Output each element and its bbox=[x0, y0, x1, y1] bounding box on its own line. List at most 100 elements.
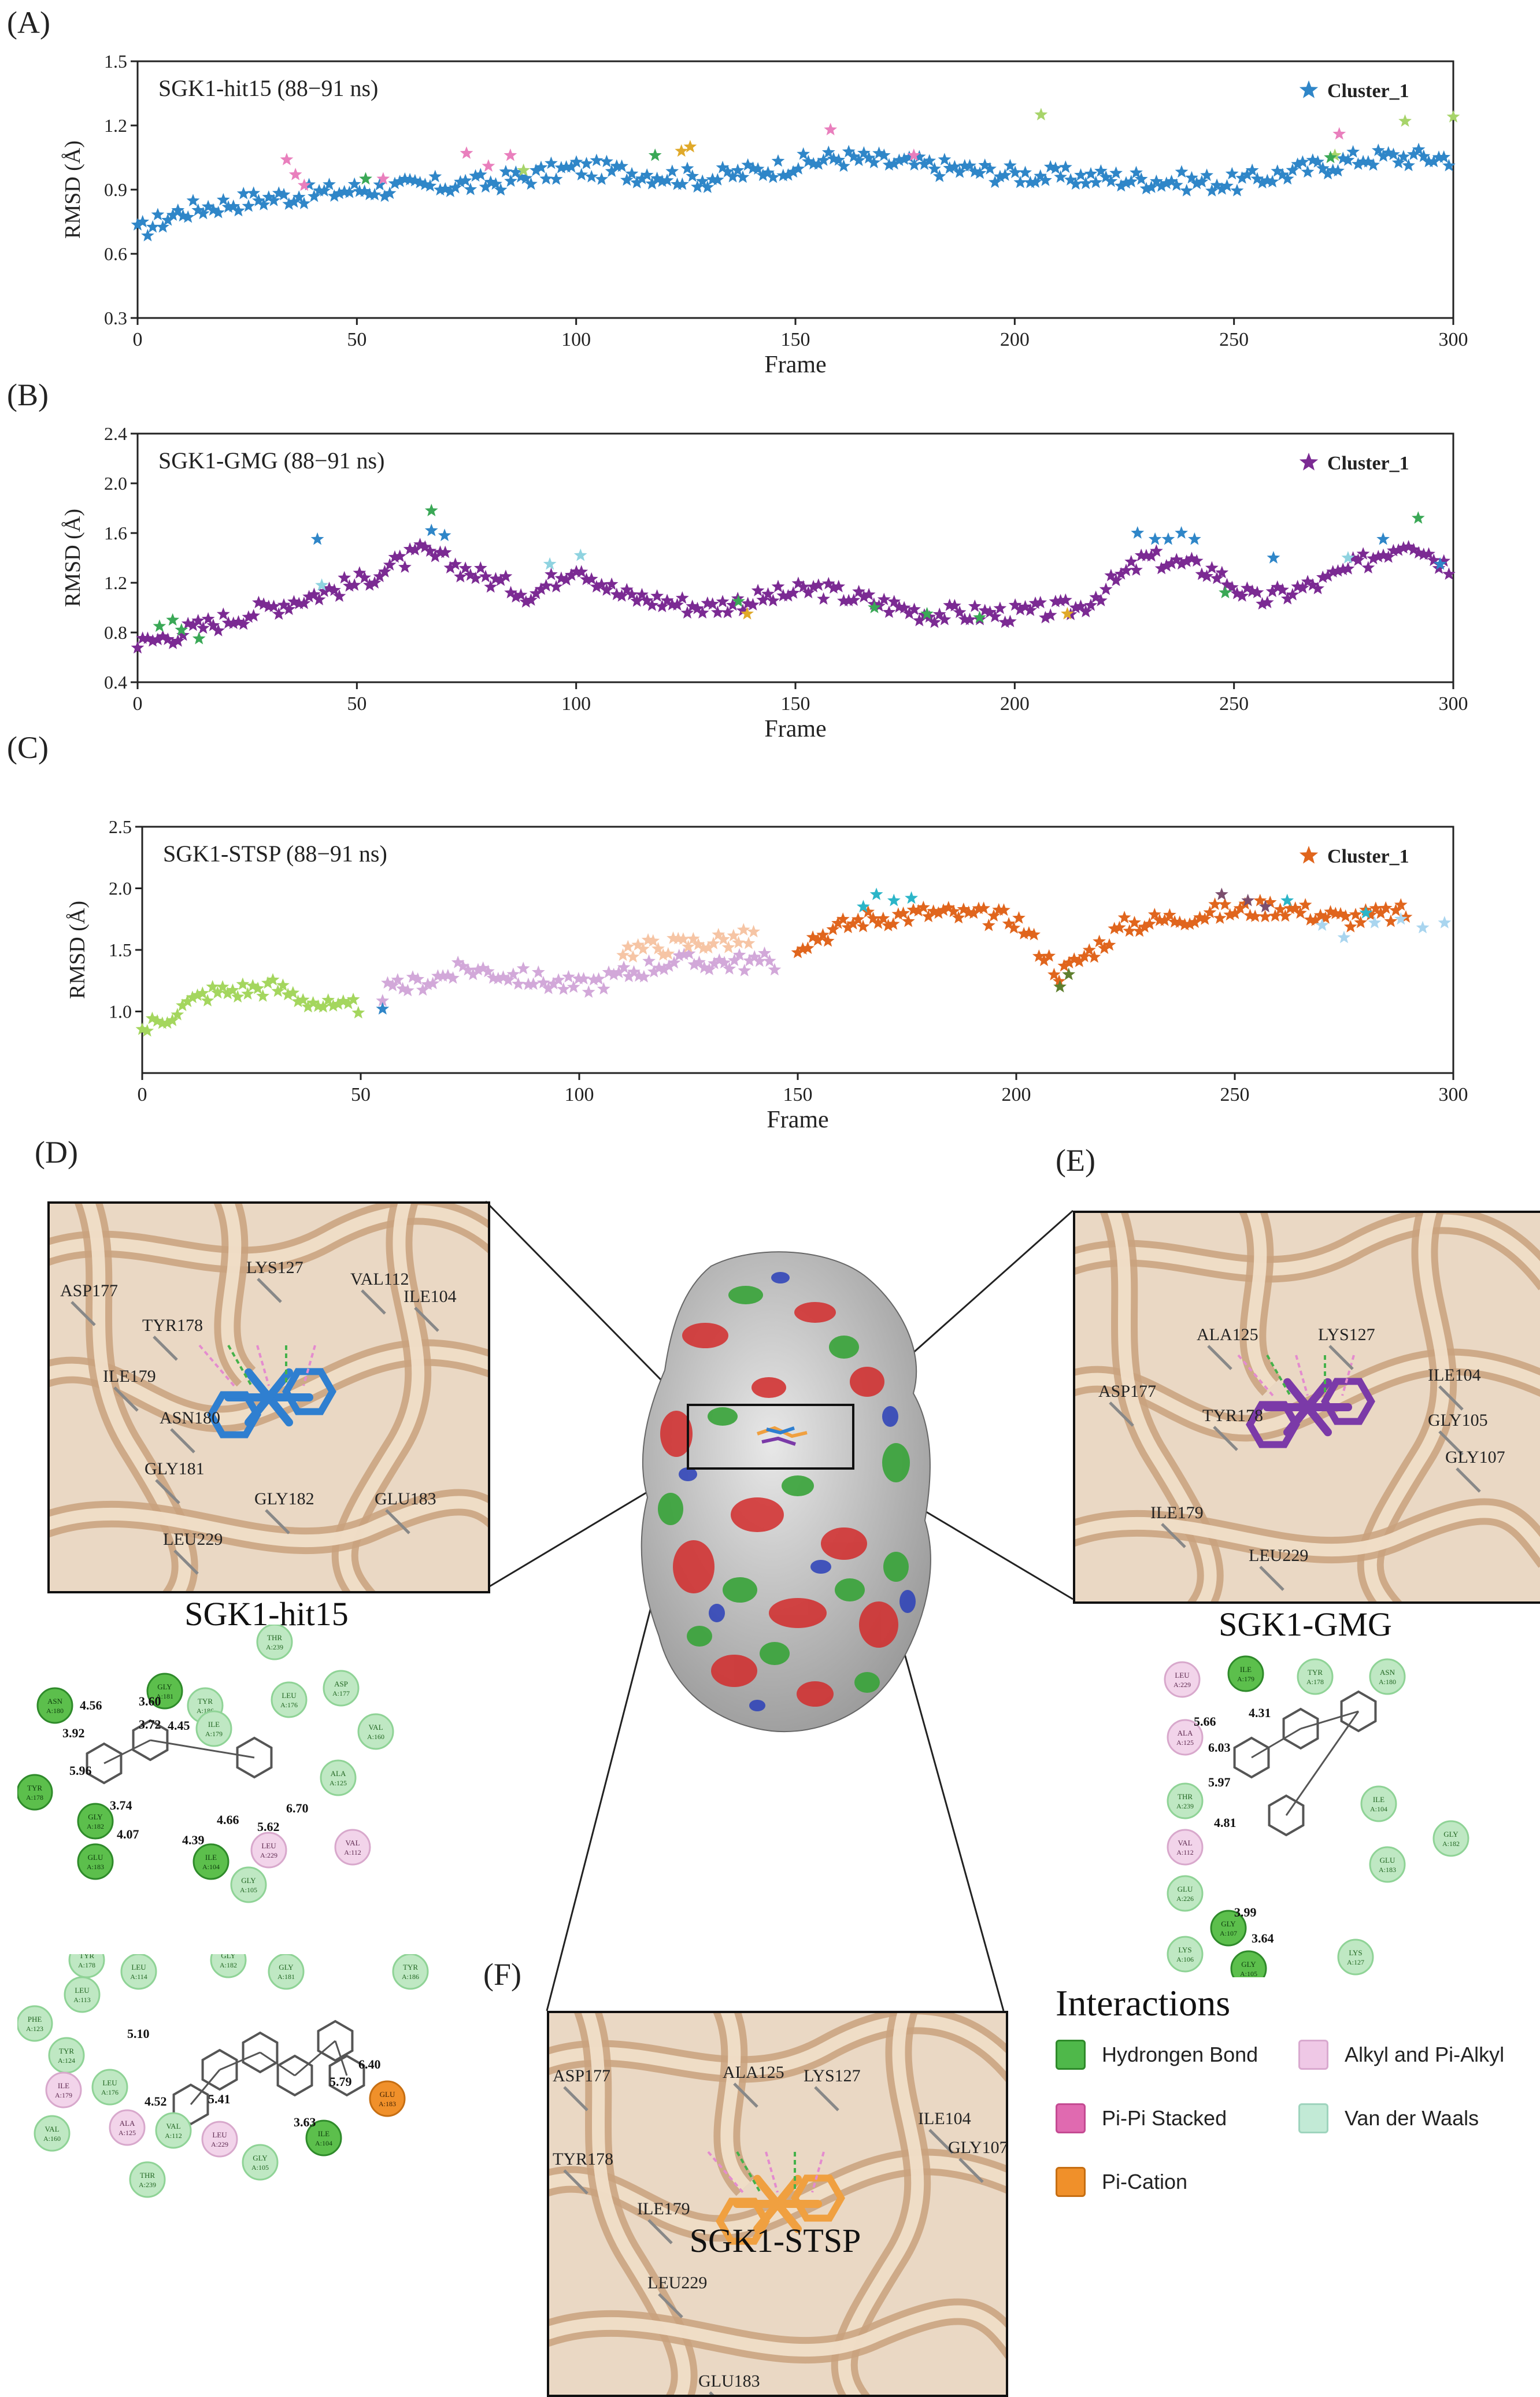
point-cluster_3 bbox=[732, 948, 746, 961]
point-cluster_1 bbox=[454, 569, 467, 583]
point-cluster_1 bbox=[1374, 906, 1387, 919]
point-cluster_1 bbox=[1301, 575, 1315, 587]
point-cluster_1 bbox=[514, 588, 528, 601]
residue-label: ASP177 bbox=[60, 1281, 118, 1300]
point-cluster_1 bbox=[710, 173, 724, 186]
point-cluster_1 bbox=[1028, 596, 1042, 609]
residue-id: A:177 bbox=[332, 1689, 350, 1697]
x-tick-label: 200 bbox=[1000, 693, 1030, 715]
point-cluster_1 bbox=[1316, 161, 1330, 175]
chart-title: SGK1-hit15 (88−91 ns) bbox=[158, 75, 378, 101]
distance-label: 5.96 bbox=[69, 1763, 92, 1778]
contact-line bbox=[302, 1345, 316, 1386]
point-cluster_3 bbox=[557, 982, 571, 995]
contact-line bbox=[765, 2151, 779, 2193]
legend-label: Cluster_1 bbox=[1327, 846, 1409, 867]
point-cluster_1 bbox=[1019, 600, 1032, 613]
point-cluster_1 bbox=[605, 164, 619, 177]
point-cluster_4 bbox=[721, 941, 735, 953]
point-cluster_3 bbox=[728, 953, 741, 966]
residue-code: ASN bbox=[47, 1697, 63, 1706]
point-cluster_1 bbox=[1124, 175, 1138, 188]
point-cluster_1 bbox=[968, 599, 982, 612]
residue-circle bbox=[195, 1710, 232, 1747]
residue-code: LEU bbox=[1175, 1671, 1190, 1680]
residue-id: A:179 bbox=[55, 2091, 72, 2099]
point-cluster_2 bbox=[236, 977, 250, 990]
point-cluster_1 bbox=[691, 180, 704, 193]
point-cluster_1 bbox=[1367, 158, 1380, 171]
residue-label: GLY105 bbox=[1428, 1411, 1488, 1430]
residue-circle bbox=[250, 1832, 287, 1869]
point-cluster_1 bbox=[434, 545, 447, 558]
point-cluster_2 bbox=[291, 994, 305, 1008]
point-cluster_2 bbox=[460, 146, 473, 159]
point-cluster_1 bbox=[413, 538, 427, 550]
point-cluster_9 bbox=[1062, 967, 1076, 981]
point-cluster_1 bbox=[832, 579, 846, 593]
point-cluster_1 bbox=[302, 590, 316, 602]
point-cluster_1 bbox=[1165, 556, 1178, 569]
point-cluster_1 bbox=[141, 631, 154, 644]
point-cluster_1 bbox=[897, 601, 911, 614]
residue-id: A:112 bbox=[344, 1848, 361, 1856]
point-cluster_1 bbox=[660, 173, 674, 186]
residue-id: A:239 bbox=[1176, 1802, 1194, 1810]
residue-label: LYS127 bbox=[1318, 1325, 1375, 1344]
point-cluster_1 bbox=[1007, 921, 1021, 934]
point-cluster_1 bbox=[1163, 908, 1176, 921]
contact-line bbox=[198, 1344, 235, 1387]
point-cluster_1 bbox=[982, 918, 995, 931]
point-cluster_1 bbox=[1361, 155, 1375, 168]
contact-line bbox=[811, 2151, 825, 2193]
point-cluster_1 bbox=[963, 612, 976, 626]
ligand-ring bbox=[716, 2198, 770, 2245]
residue-id: A:125 bbox=[330, 1779, 347, 1787]
residue-circle bbox=[392, 1954, 429, 1990]
point-cluster_1 bbox=[1208, 897, 1221, 910]
point-cluster_1 bbox=[1422, 547, 1435, 560]
point-cluster_1 bbox=[947, 904, 960, 918]
point-cluster_1 bbox=[1230, 183, 1244, 197]
point-cluster_3 bbox=[461, 963, 475, 976]
point-cluster_1 bbox=[968, 165, 982, 177]
ribbon-highlight bbox=[1075, 1214, 1540, 1281]
point-cluster_6 bbox=[1368, 916, 1382, 929]
point-cluster_4 bbox=[661, 947, 675, 960]
point-cluster_4 bbox=[683, 140, 697, 153]
ligand bbox=[716, 2174, 845, 2245]
point-cluster_1 bbox=[1218, 897, 1232, 911]
residue-circle bbox=[1360, 1785, 1397, 1822]
point-cluster_1 bbox=[1391, 543, 1405, 556]
point-cluster_3 bbox=[482, 964, 495, 978]
point-cluster_1 bbox=[1233, 901, 1247, 914]
x-tick-label: 150 bbox=[781, 693, 810, 715]
point-cluster_1 bbox=[1352, 553, 1365, 566]
point-cluster_1 bbox=[1265, 585, 1279, 597]
residue-id: A:182 bbox=[220, 1961, 237, 1969]
residue-stick bbox=[173, 1549, 199, 1575]
distance-label: 3.60 bbox=[139, 1694, 161, 1708]
point-cluster_3 bbox=[612, 966, 625, 978]
point-cluster_1 bbox=[323, 582, 336, 594]
residue-code: ASP bbox=[334, 1680, 348, 1688]
ribbon-highlight bbox=[1364, 1213, 1450, 1601]
point-cluster_2 bbox=[907, 148, 921, 161]
point-cluster_1 bbox=[635, 172, 649, 184]
point-cluster_1 bbox=[650, 589, 664, 602]
point-cluster_1 bbox=[811, 933, 825, 946]
point-cluster_1 bbox=[1117, 911, 1131, 924]
x-axis-label: Frame bbox=[764, 352, 826, 378]
residue-id: A:181 bbox=[277, 1973, 295, 1981]
point-cluster_1 bbox=[1274, 902, 1287, 915]
point-cluster_2 bbox=[1131, 526, 1145, 539]
point-cluster_1 bbox=[489, 177, 502, 190]
point-cluster_1 bbox=[423, 179, 437, 192]
point-cluster_1 bbox=[1422, 154, 1435, 168]
residue-label: LYS127 bbox=[804, 2066, 861, 2085]
